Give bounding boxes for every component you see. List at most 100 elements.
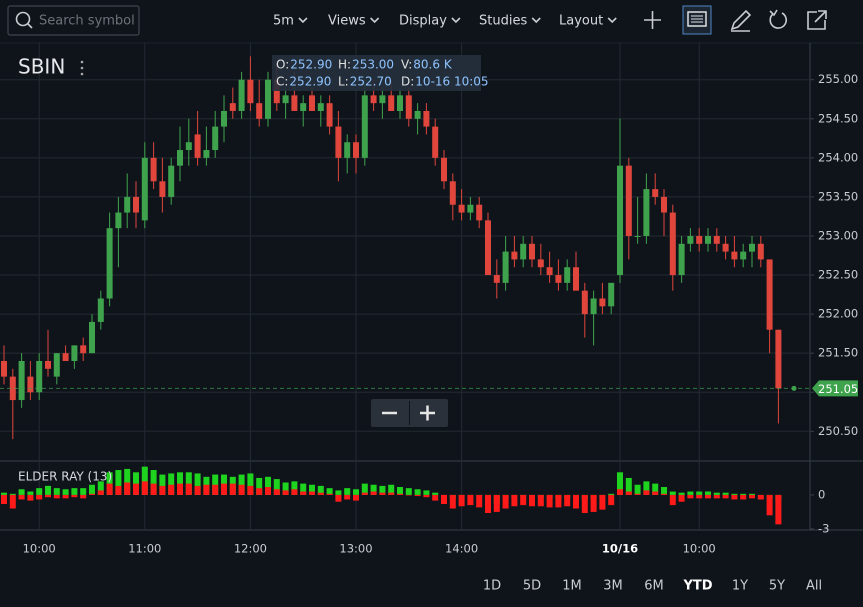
symbol[interactable]: SBIN (18, 55, 65, 79)
elder-ray-bar (529, 494, 535, 507)
candle-body (731, 251, 738, 260)
candle-body (537, 259, 544, 268)
range-button[interactable]: 5Y (769, 579, 785, 594)
elder-ray-bar (476, 494, 483, 508)
range-button[interactable]: 1M (562, 579, 582, 594)
tooltip-label: L: (338, 75, 349, 89)
elder-ray-bar (80, 494, 87, 499)
range-button[interactable]: 5D (523, 579, 541, 594)
candle-body (749, 243, 755, 252)
search-placeholder: Search symbol (39, 14, 135, 29)
menu-chevron (531, 17, 541, 24)
reset-icon[interactable] (769, 9, 788, 29)
elder-ray-bar (265, 487, 271, 495)
elder-ray-bar (370, 491, 377, 495)
elder-ray-bar (581, 494, 588, 514)
elder-ray-bar (133, 472, 139, 495)
elder-ray-bar (405, 494, 412, 496)
search-icon (15, 11, 31, 27)
elder-ray-bar (423, 494, 430, 498)
candle-body (185, 142, 192, 151)
candle-body (335, 126, 342, 158)
y-tick-label: 251.50 (818, 346, 858, 360)
zoom-controls (371, 399, 448, 427)
elder-ray-bar (133, 483, 139, 495)
candle-body (53, 353, 60, 377)
candle-body (45, 360, 51, 369)
elder-ray-bar (397, 487, 403, 495)
elder-ray-bar (617, 472, 623, 495)
elder-ray-bar (317, 492, 324, 495)
tooltip-value: 253.00 (352, 58, 394, 72)
elder-ray-bar (9, 493, 16, 495)
elder-ray-bar (71, 488, 78, 495)
add-icon[interactable] (644, 11, 661, 29)
toolbar-menu[interactable]: Display (399, 14, 447, 29)
elder-ray-bar (661, 487, 667, 495)
menu-chevron (370, 17, 380, 24)
elder-ray-bar (449, 494, 456, 509)
elder-ray-bar (740, 494, 747, 500)
elder-ray-bar (282, 482, 289, 495)
elder-ray-bar (309, 491, 315, 495)
elder-ray-bar (573, 494, 579, 509)
range-button[interactable]: 1D (483, 579, 501, 594)
elder-ray-bar (361, 483, 368, 495)
candle-body (423, 110, 430, 127)
toolbar-menu[interactable]: Layout (559, 14, 603, 29)
elder-ray-bar (687, 491, 694, 495)
search-box[interactable] (7, 5, 140, 36)
candle-body (159, 181, 166, 197)
candle-body (141, 157, 148, 221)
candle-body (713, 235, 720, 244)
toolbar-menu[interactable]: Views (328, 14, 366, 29)
elder-ray-bar (705, 494, 711, 499)
toolbar-menu[interactable]: 5m (273, 14, 294, 29)
elder-ray-bar (273, 489, 280, 495)
tooltip-label: C: (276, 75, 288, 89)
zoom-in[interactable] (420, 405, 435, 421)
elder-ray-bar (493, 494, 500, 512)
y-tick-label: 253.50 (818, 189, 858, 203)
tooltip-value: 10-16 10:05 (415, 75, 488, 89)
elder-ray-bar (317, 485, 324, 495)
range-button[interactable]: YTD (682, 579, 712, 594)
elder-ray-bar (546, 494, 553, 508)
elder-ray-bar (203, 484, 210, 495)
popout-icon[interactable] (807, 10, 827, 30)
elder-ray-bar (608, 493, 615, 495)
range-button[interactable]: 6M (644, 579, 664, 594)
symbol-menu[interactable] (80, 60, 84, 76)
elder-ray-bar (511, 494, 518, 507)
tooltip-value: 80.6 K (413, 58, 453, 72)
elder-ray-bar (247, 473, 254, 495)
elder-ray-bar (643, 481, 650, 495)
elder-ray-bar (713, 492, 720, 495)
range-button[interactable]: 1Y (732, 579, 748, 594)
range-button[interactable]: 3M (603, 579, 623, 594)
elder-ray-bar (238, 484, 245, 495)
candle-body (573, 267, 579, 291)
elder-ray-bar (221, 483, 227, 495)
candle-body (652, 189, 659, 197)
candle-body (229, 103, 236, 111)
candle-body (344, 142, 351, 158)
elder-ray-bar (194, 473, 201, 495)
last-price-dot (791, 385, 797, 391)
candle-body (18, 360, 25, 401)
elder-ray-bar (89, 493, 95, 495)
candle-body (599, 298, 606, 307)
range-button[interactable]: All (806, 579, 822, 594)
comment-icon[interactable] (682, 5, 712, 35)
elder-ray-bar (309, 484, 315, 495)
elder-ray-bar (159, 474, 166, 495)
candle-body (282, 95, 289, 104)
candle-body (722, 243, 729, 252)
candle-body (361, 95, 368, 158)
elder-ray-bar (467, 494, 474, 506)
elder-ray-bar (300, 483, 307, 495)
candle-body (291, 95, 298, 111)
elder-ray-bar (740, 493, 747, 495)
draw-icon[interactable] (730, 9, 752, 32)
toolbar-menu[interactable]: Studies (479, 14, 527, 29)
